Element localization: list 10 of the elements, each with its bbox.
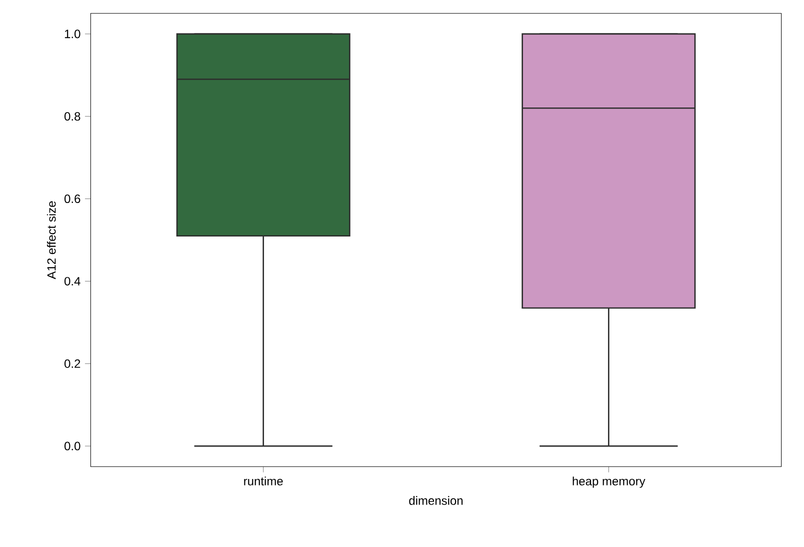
y-tick-label: 0.6 [64,194,80,204]
x-tick-label: heap memory [572,476,646,488]
y-tick-label: 0.8 [64,112,80,121]
y-tick-label: 0.0 [64,442,80,450]
y-tick-label: 1.0 [64,30,80,38]
x-axis-title: dimension [409,496,463,506]
y-tick-label: 0.2 [64,360,80,368]
x-tick-label: runtime [244,476,283,486]
y-tick-label: 0.4 [64,277,80,286]
y-axis-title: A12 effect size [46,201,56,280]
